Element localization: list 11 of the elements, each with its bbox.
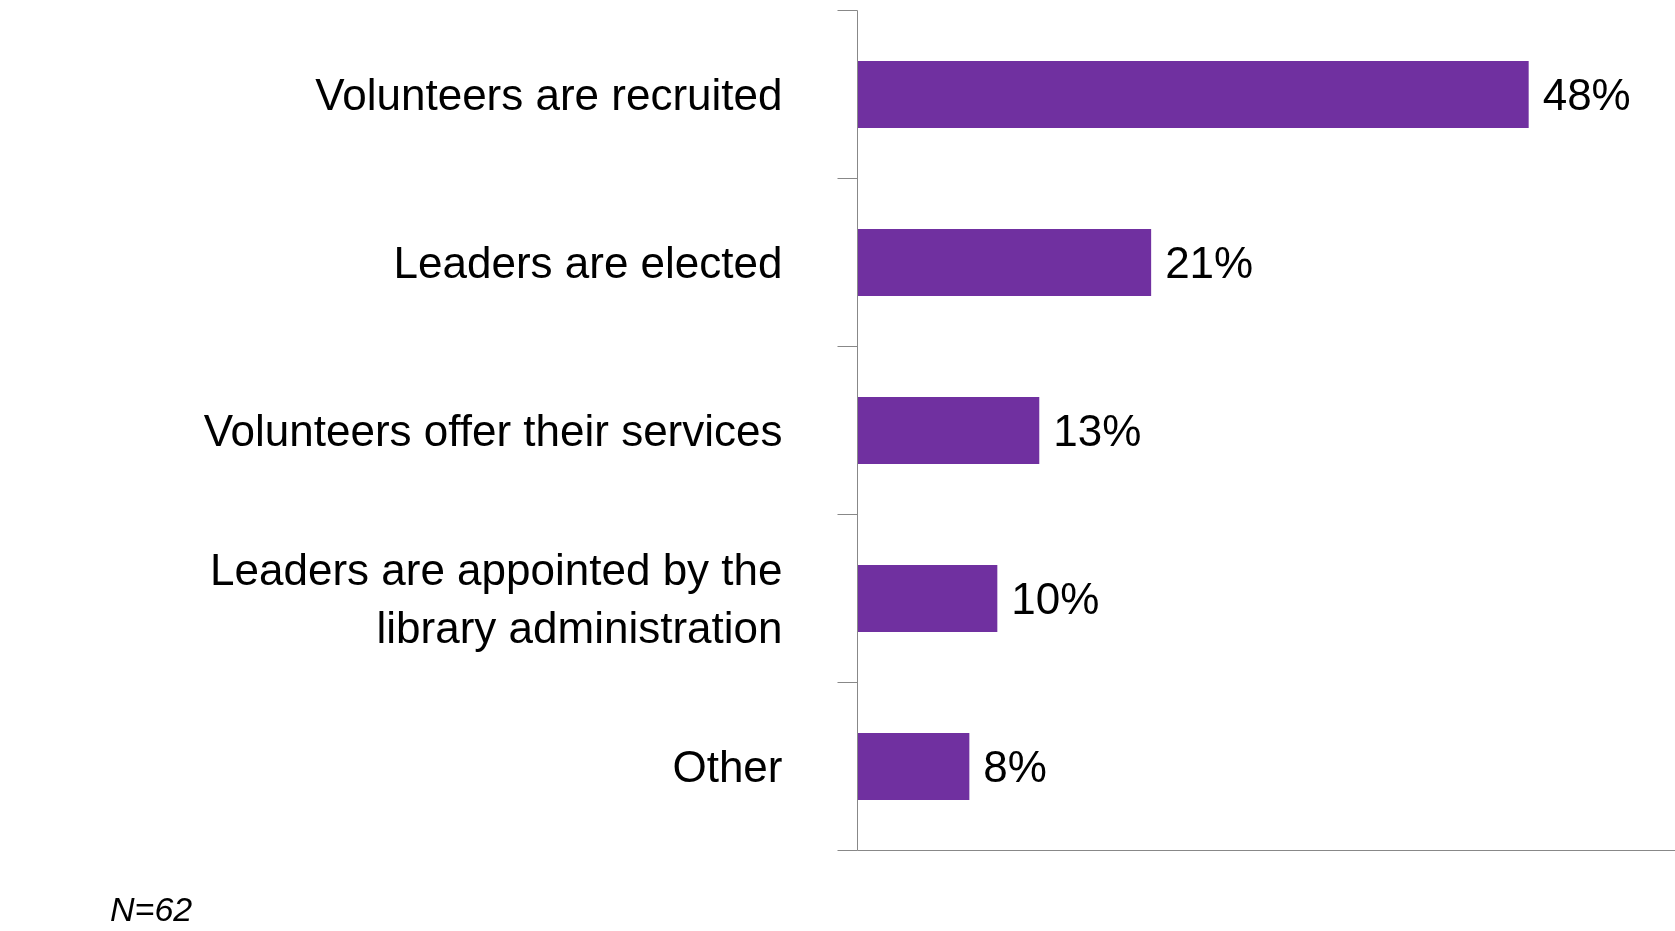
text: N=62: [110, 889, 193, 930]
data-label: 10%: [1011, 574, 1100, 623]
y-tick-label: Volunteers offer their services: [203, 406, 783, 455]
y-tick-label: Leaders are appointed by the library administration: [210, 544, 783, 653]
data-label: 13%: [1053, 406, 1142, 455]
data-label: 8%: [983, 742, 1047, 791]
data-label: 48%: [1542, 70, 1631, 119]
data-label: 21%: [1165, 238, 1254, 287]
y-tick-label: Leaders are elected: [393, 238, 783, 287]
y-tick-label: Other: [672, 742, 783, 791]
y-tick-label: Volunteers are recruited: [315, 70, 783, 119]
